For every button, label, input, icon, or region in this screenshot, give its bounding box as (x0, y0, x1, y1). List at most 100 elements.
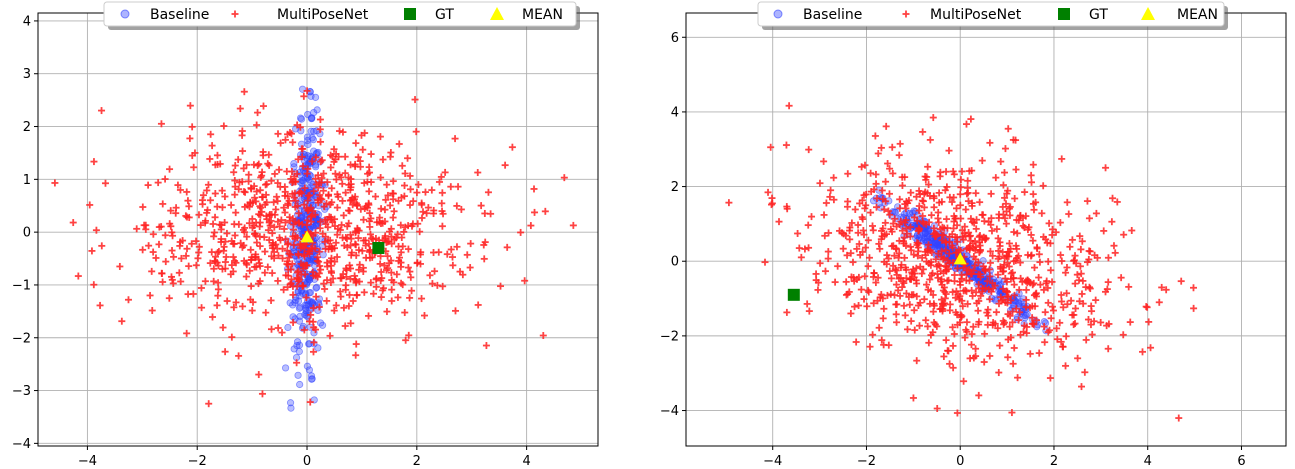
multiposenet-point (281, 219, 289, 227)
multiposenet-point (406, 294, 414, 302)
multiposenet-point (541, 207, 549, 215)
multiposenet-point (869, 222, 877, 230)
multiposenet-point (474, 169, 482, 177)
multiposenet-point (352, 251, 360, 259)
baseline-point (296, 312, 304, 321)
multiposenet-point (301, 184, 309, 192)
multiposenet-point (407, 273, 415, 281)
multiposenet-point (901, 254, 909, 262)
multiposenet-point (388, 240, 396, 248)
multiposenet-point (1048, 303, 1056, 311)
multiposenet-point (245, 171, 253, 179)
multiposenet-point (166, 165, 174, 173)
multiposenet-point (1001, 145, 1009, 153)
multiposenet-point (340, 211, 348, 219)
multiposenet-point (867, 209, 875, 217)
multiposenet-point (206, 259, 214, 267)
multiposenet-point (919, 128, 927, 136)
multiposenet-point (1029, 190, 1037, 198)
multiposenet-point (969, 292, 977, 300)
multiposenet-point (277, 139, 285, 147)
multiposenet-point (308, 212, 316, 220)
multiposenet-point (124, 296, 132, 304)
multiposenet-point (297, 260, 305, 268)
y-tick-label: 0 (671, 255, 679, 270)
multiposenet-point (1046, 374, 1054, 382)
multiposenet-point (289, 232, 297, 240)
multiposenet-point (1059, 343, 1067, 351)
multiposenet-point (261, 248, 269, 256)
multiposenet-point (419, 208, 427, 216)
multiposenet-point (296, 123, 304, 131)
multiposenet-point (197, 284, 205, 292)
multiposenet-point (995, 369, 1003, 377)
multiposenet-point (247, 199, 255, 207)
multiposenet-point (295, 189, 303, 197)
multiposenet-point (315, 269, 323, 277)
multiposenet-point (256, 242, 264, 250)
multiposenet-point (281, 136, 289, 144)
baseline-point (1021, 314, 1029, 322)
multiposenet-point (1128, 226, 1136, 234)
multiposenet-point (254, 280, 262, 288)
multiposenet-point (431, 267, 439, 275)
multiposenet-point (996, 342, 1004, 350)
legend-mean-label: MEAN (1177, 7, 1218, 23)
multiposenet-point (268, 325, 276, 333)
multiposenet-point (443, 250, 451, 258)
multiposenet-point (300, 92, 308, 100)
multiposenet-point (844, 170, 852, 178)
multiposenet-point (274, 197, 282, 205)
multiposenet-point (1085, 283, 1093, 291)
multiposenet-point (497, 282, 505, 290)
multiposenet-point (949, 364, 957, 372)
multiposenet-point (368, 234, 376, 242)
multiposenet-point (406, 268, 414, 276)
multiposenet-point (418, 214, 426, 222)
multiposenet-point (454, 183, 462, 191)
multiposenet-point (316, 262, 324, 270)
multiposenet-point (221, 258, 229, 266)
multiposenet-point (364, 170, 372, 178)
multiposenet-point (397, 248, 405, 256)
multiposenet-point (449, 253, 457, 261)
multiposenet-point (1012, 166, 1020, 174)
multiposenet-point (924, 163, 932, 171)
multiposenet-point (326, 332, 334, 340)
multiposenet-point (898, 182, 906, 190)
multiposenet-point (398, 162, 406, 170)
multiposenet-point (157, 120, 165, 128)
multiposenet-point (1081, 368, 1089, 376)
multiposenet-point (140, 221, 148, 229)
multiposenet-point (1092, 296, 1100, 304)
multiposenet-point (972, 189, 980, 197)
y-tick-label: −2 (12, 331, 31, 346)
multiposenet-point (262, 181, 270, 189)
multiposenet-point (312, 229, 320, 237)
multiposenet-point (185, 262, 193, 270)
multiposenet-point (1030, 206, 1038, 214)
multiposenet-point (281, 209, 289, 217)
legend-baseline-marker (773, 9, 783, 19)
baseline-point (911, 207, 919, 216)
baseline-point (921, 229, 929, 237)
multiposenet-point (1155, 298, 1163, 306)
multiposenet-point (236, 178, 244, 186)
multiposenet-point (377, 205, 385, 213)
multiposenet-point (293, 234, 301, 242)
multiposenet-point (340, 304, 348, 312)
multiposenet-point (337, 173, 345, 181)
multiposenet-point (312, 326, 320, 334)
multiposenet-point (416, 250, 424, 258)
multiposenet-point (221, 218, 229, 226)
multiposenet-point (503, 243, 511, 251)
multiposenet-point (228, 333, 236, 341)
multiposenet-point (869, 331, 877, 339)
multiposenet-point (210, 277, 218, 285)
legend-gt-label: GT (435, 7, 454, 23)
multiposenet-point (929, 308, 937, 316)
multiposenet-point (332, 301, 340, 309)
multiposenet-point (242, 273, 250, 281)
multiposenet-point (438, 207, 446, 215)
multiposenet-point (435, 248, 443, 256)
